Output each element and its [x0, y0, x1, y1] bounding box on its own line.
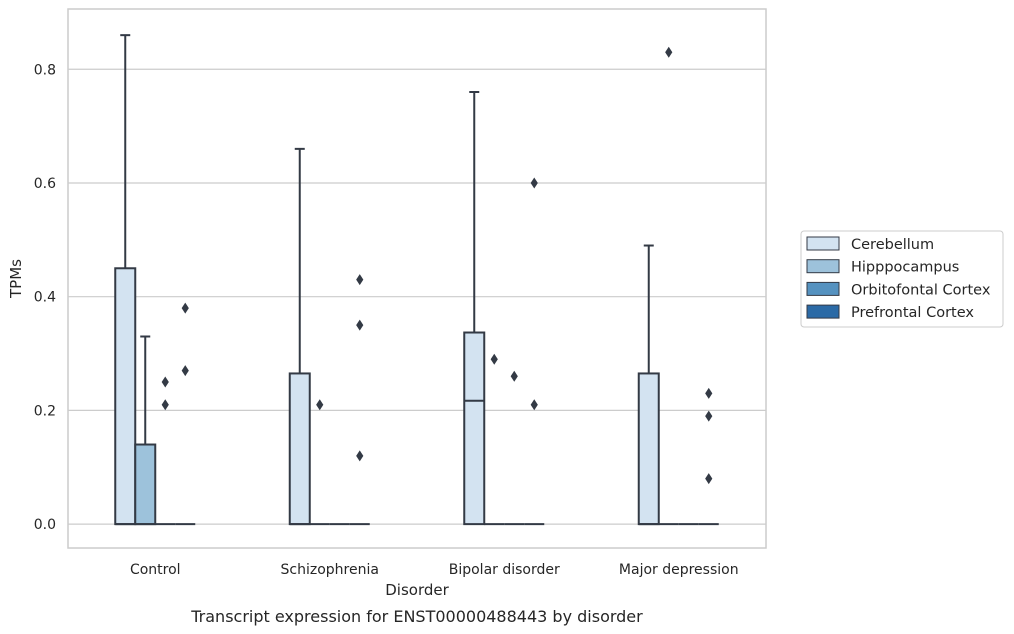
outlier-point — [356, 450, 364, 462]
legend-frame — [800, 230, 1004, 328]
y-tick-label: 0.8 — [34, 62, 56, 78]
box-0-0 — [114, 34, 137, 526]
outlier-point — [705, 473, 713, 485]
outlier-point — [705, 387, 713, 399]
legend-label: Cerebellum — [851, 237, 934, 253]
outlier-point — [316, 399, 324, 411]
box-3-2 — [524, 177, 545, 526]
box-2-0 — [155, 376, 176, 526]
box-3-0 — [175, 302, 196, 526]
box-body — [637, 372, 660, 526]
legend-swatch — [806, 304, 840, 319]
y-tick-label: 0.6 — [34, 176, 56, 192]
y-tick-label: 0.2 — [34, 403, 56, 419]
outlier-point — [510, 370, 518, 382]
outlier-point — [181, 365, 189, 377]
x-axis-label: Disorder — [385, 581, 449, 599]
legend-swatch — [806, 236, 840, 251]
legend-swatch — [806, 281, 840, 296]
x-tick-labels: Control Schizophrenia Bipolar disorder Majo… — [130, 562, 739, 578]
box-body — [463, 331, 486, 526]
chart-caption: Transcript expression for ENST0000048844… — [190, 607, 643, 626]
legend-label: Orbitofontal Cortex — [851, 282, 991, 298]
box-1-1 — [309, 399, 330, 526]
outlier-point — [356, 274, 364, 286]
legend-swatch — [806, 259, 840, 274]
legend: Cerebellum Hipppocampus Orbitofontal Corte… — [800, 230, 1004, 328]
y-axis-label: TPMs — [7, 259, 25, 299]
outlier-point — [530, 399, 538, 411]
box-0-3 — [637, 244, 660, 526]
outlier-point — [530, 177, 538, 189]
outlier-point — [161, 376, 169, 388]
x-tick-label: Control — [130, 562, 181, 578]
legend-label: Prefrontal Cortex — [851, 305, 974, 321]
box-0-2 — [463, 91, 486, 526]
outlier-point — [161, 399, 169, 411]
boxes-layer — [114, 34, 719, 526]
box-2-2 — [504, 370, 525, 526]
y-tick-label: 0.0 — [34, 517, 56, 533]
legend-label: Hipppocampus — [851, 260, 959, 276]
outlier-point — [705, 410, 713, 422]
y-tick-label: 0.4 — [34, 290, 56, 306]
box-3-3 — [698, 387, 719, 526]
box-1-0 — [134, 335, 157, 526]
x-tick-label: Schizophrenia — [281, 562, 379, 578]
outlier-point — [490, 353, 498, 365]
box-1-2 — [484, 353, 505, 526]
x-tick-label: Major depression — [619, 562, 739, 578]
legend-items: Cerebellum Hipppocampus Orbitofontal Corte… — [806, 236, 991, 321]
box-3-1 — [349, 274, 370, 526]
x-tick-label: Bipolar disorder — [449, 562, 560, 578]
plot-frame — [67, 8, 767, 549]
box-body — [114, 267, 137, 526]
box-0-1 — [288, 147, 311, 526]
outlier-point — [356, 319, 364, 331]
outlier-point — [665, 46, 673, 58]
outlier-point — [181, 302, 189, 314]
y-tick-labels: 0.0 0.2 0.4 0.6 0.8 — [34, 62, 56, 533]
box-body — [134, 443, 157, 526]
box-body — [288, 372, 311, 526]
box-1-3 — [658, 46, 679, 526]
